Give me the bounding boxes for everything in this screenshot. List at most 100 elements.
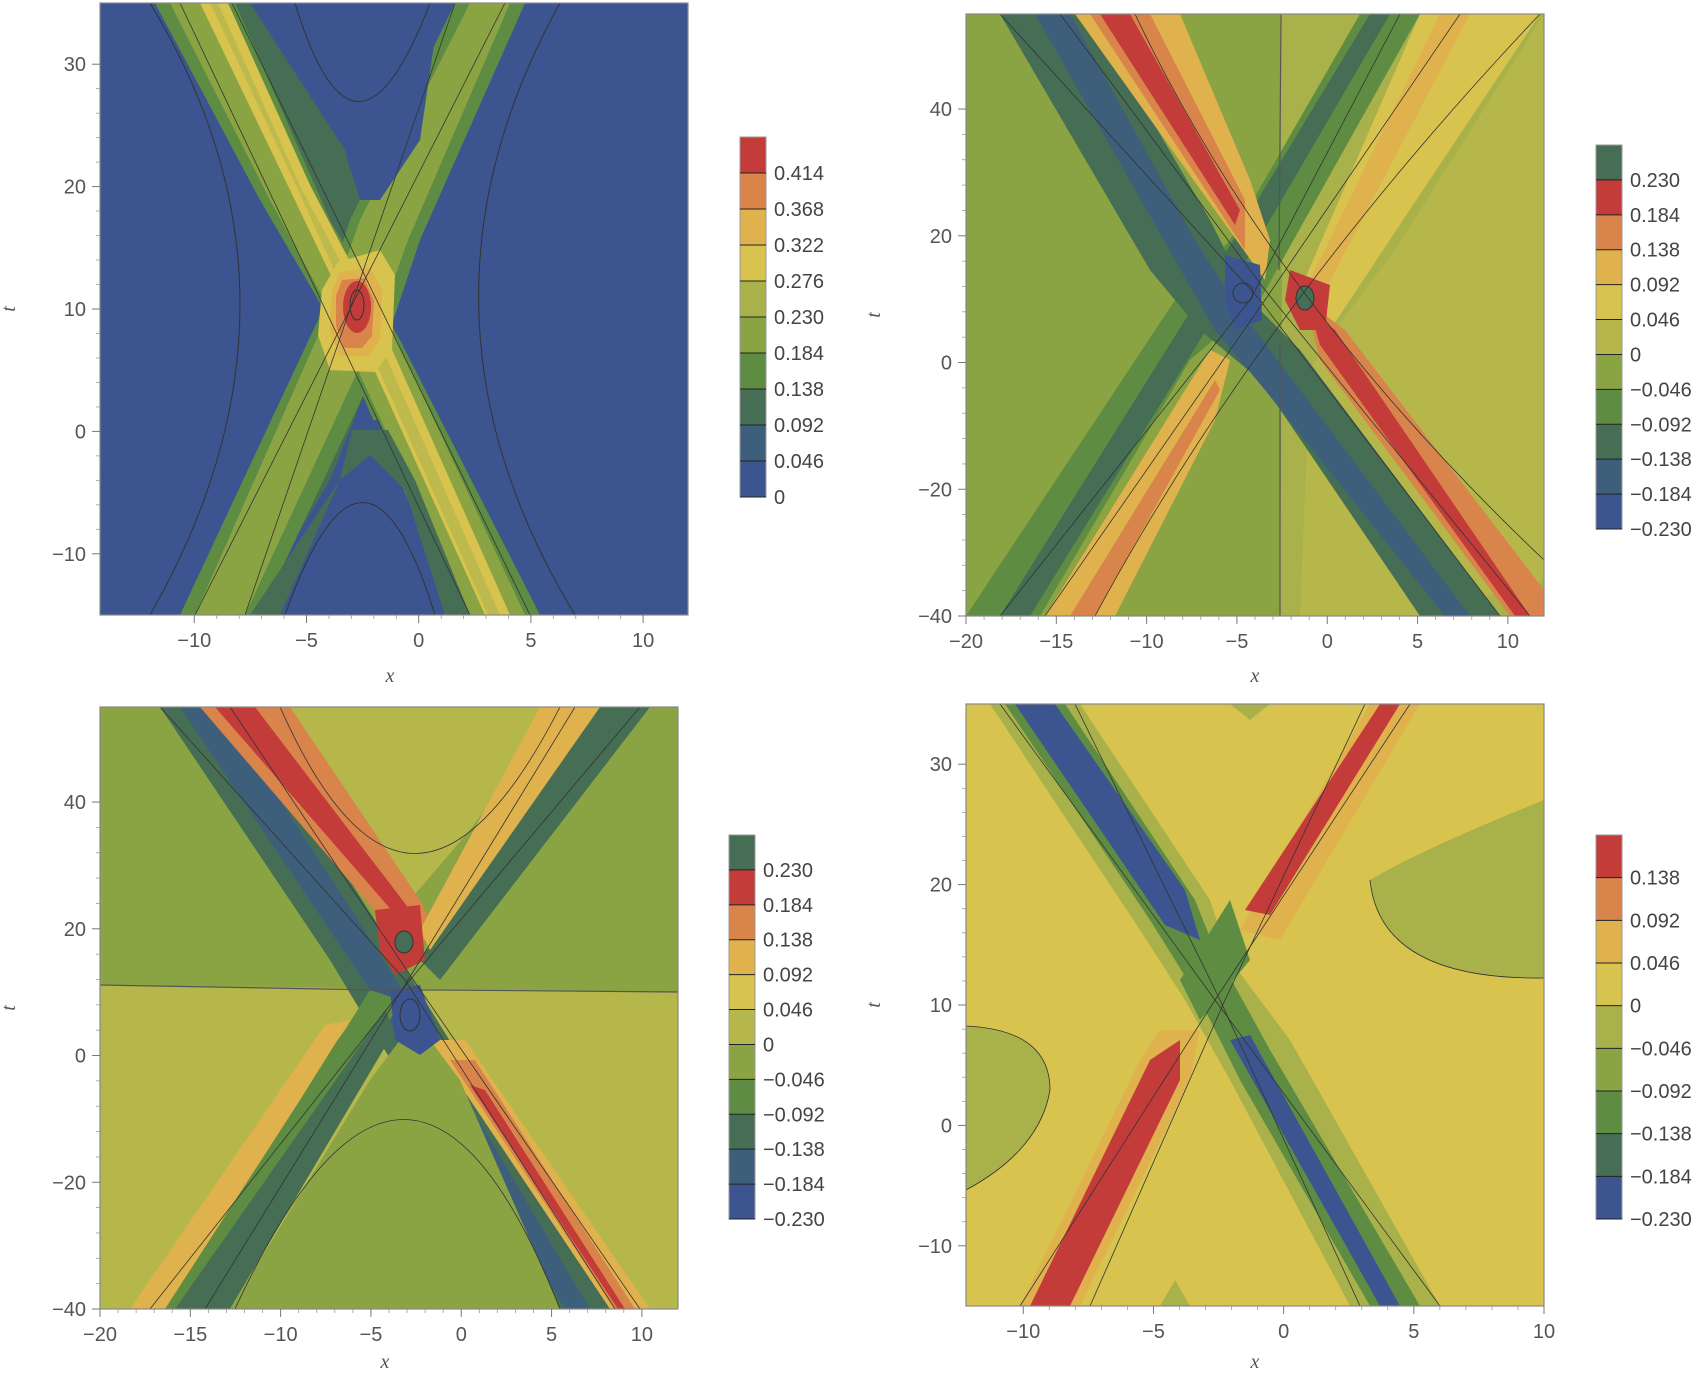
legend-label: −0.046: [763, 1069, 825, 1091]
legend-label: 0: [1630, 996, 1641, 1018]
x-tick-label: 0: [413, 630, 424, 652]
legend-swatch: [729, 1184, 755, 1220]
legend-swatch: [1596, 319, 1622, 355]
legend-swatch: [1596, 389, 1622, 425]
y-tick-label: 10: [930, 995, 952, 1017]
legend-label: −0.184: [763, 1174, 825, 1196]
y-tick-label: 0: [75, 1046, 86, 1068]
panel-2-legend: 0.230 0.184 0.138 0.092 0.046 0 −0.046 −0.092 −0…: [1595, 144, 1692, 541]
legend-label: 0.046: [1630, 310, 1680, 332]
panel-1-legend: 0.414 0.368 0.322 0.276 0.230 0.184 0.138 0.092…: [739, 136, 824, 509]
legend-label: −0.184: [1630, 1166, 1692, 1188]
panel-3-contour-field: [100, 707, 678, 1309]
legend-label: −0.138: [763, 1139, 825, 1161]
x-tick-label: −20: [949, 631, 983, 653]
legend-swatch: [1596, 1133, 1622, 1177]
legend-label: 0: [763, 1034, 774, 1056]
y-axis-label: t: [863, 312, 885, 318]
x-tick-label: −5: [295, 630, 318, 652]
legend-swatch: [1596, 179, 1622, 216]
legend-label: 0.138: [1630, 868, 1680, 890]
legend-label: 0.322: [774, 235, 824, 257]
legend-swatch: [1596, 1176, 1622, 1220]
legend-swatch: [740, 425, 766, 462]
legend-swatch: [729, 1149, 755, 1185]
y-tick-label: 20: [64, 177, 86, 199]
y-axis-label: t: [863, 1002, 885, 1008]
x-tick-label: 5: [1408, 1321, 1419, 1343]
legend-swatch: [1596, 214, 1622, 251]
legend-label: −0.138: [1630, 1124, 1692, 1146]
legend-label: −0.184: [1630, 484, 1692, 506]
legend-swatch: [1596, 1048, 1622, 1092]
x-tick-label: −10: [264, 1324, 298, 1346]
legend-swatch: [1596, 354, 1622, 390]
x-tick-label: 0: [1278, 1321, 1289, 1343]
y-tick-label: 20: [930, 226, 952, 248]
panel-1-contour-field: [100, 3, 688, 615]
legend-label: −0.046: [1630, 1038, 1692, 1060]
legend-swatch: [1596, 920, 1622, 964]
legend-swatch: [740, 317, 766, 354]
y-tick-label: 40: [64, 792, 86, 814]
legend-label: 0.092: [774, 415, 824, 437]
legend-label: −0.138: [1630, 449, 1692, 471]
legend-swatch: [740, 461, 766, 498]
legend-swatch: [1596, 1005, 1622, 1049]
panel-2-contour-field: [966, 14, 1544, 616]
legend-swatch: [1596, 459, 1622, 495]
x-tick-label: −15: [173, 1324, 207, 1346]
x-tick-label: 0: [456, 1324, 467, 1346]
panel-4-legend: 0.138 0.092 0.046 0 −0.046 −0.092 −0.138 −0.184…: [1595, 834, 1692, 1231]
y-tick-label: −10: [52, 544, 86, 566]
legend-swatch: [729, 939, 755, 976]
legend-swatch: [1596, 424, 1622, 460]
legend-label: −0.230: [1630, 519, 1692, 541]
y-tick-label: −40: [918, 606, 952, 628]
legend-label: 0.230: [774, 307, 824, 329]
y-tick-label: 20: [64, 919, 86, 941]
legend-label: −0.092: [1630, 1081, 1692, 1103]
legend-swatch: [729, 974, 755, 1011]
legend-swatch: [1596, 963, 1622, 1007]
legend-swatch: [729, 1114, 755, 1150]
legend-swatch: [729, 869, 755, 906]
legend-swatch: [729, 835, 755, 871]
y-tick-label: 0: [941, 1115, 952, 1137]
legend-swatch: [1596, 145, 1622, 181]
x-axis-label: x: [1250, 665, 1260, 687]
legend-swatch: [1596, 494, 1622, 530]
legend-swatch: [740, 173, 766, 210]
panel-3-axes: −20 −15 −10 −5 0 5 10 −40 −20 0 20 40 x t: [0, 792, 653, 1373]
legend-label: 0.230: [763, 860, 813, 882]
y-tick-label: 40: [930, 99, 952, 121]
legend-label: 0.230: [1630, 170, 1680, 192]
y-tick-label: 30: [930, 754, 952, 776]
legend-label: −0.230: [1630, 1209, 1692, 1231]
x-tick-label: −20: [83, 1324, 117, 1346]
legend-label: 0.092: [1630, 275, 1680, 297]
legend-label: 0.046: [763, 1000, 813, 1022]
legend-swatch: [740, 353, 766, 390]
legend-label: 0: [774, 487, 785, 509]
legend-swatch: [740, 137, 766, 174]
legend-label: 0.184: [1630, 205, 1680, 227]
x-tick-label: 5: [546, 1324, 557, 1346]
legend-label: −0.230: [763, 1209, 825, 1231]
legend-label: 0.276: [774, 271, 824, 293]
legend-swatch: [729, 904, 755, 941]
legend-swatch: [1596, 284, 1622, 321]
x-tick-label: −10: [177, 630, 211, 652]
x-axis-label: x: [1250, 1351, 1260, 1373]
legend-swatch: [1596, 835, 1622, 879]
y-tick-label: −40: [52, 1299, 86, 1321]
legend-swatch: [740, 245, 766, 282]
y-tick-label: −20: [918, 479, 952, 501]
legend-swatch: [729, 1079, 755, 1115]
panel-1: −10 −5 0 5 10 −10 0 10 20 30 x t 0.414 0.368 0.322 0.2…: [0, 2, 824, 687]
legend-label: 0.138: [763, 930, 813, 952]
legend-label: −0.046: [1630, 379, 1692, 401]
